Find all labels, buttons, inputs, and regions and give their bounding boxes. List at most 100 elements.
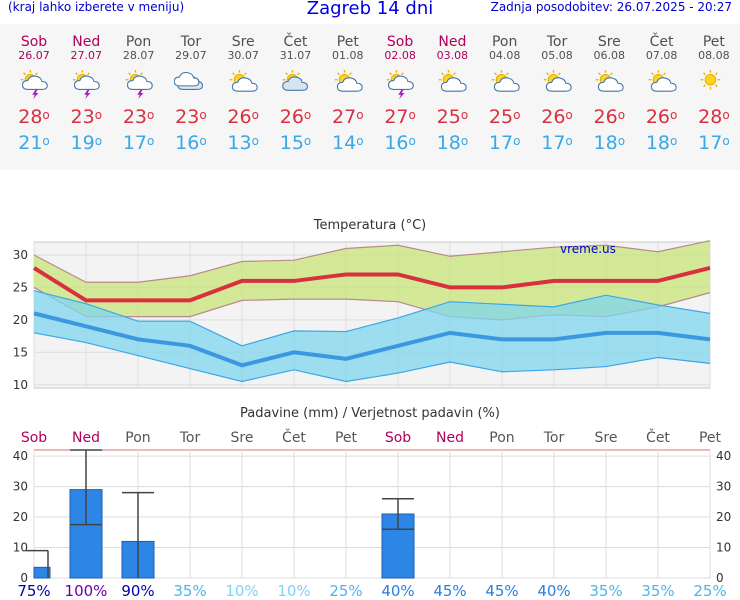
max-temperature-range (34, 240, 710, 320)
y-tick-label-left: 10 (13, 541, 28, 555)
day-date: 30.07 (227, 49, 259, 62)
day-date: 08.08 (698, 49, 730, 62)
precipitation-probability: 45% (485, 582, 518, 600)
min-temperature-range-upper-edge (33, 290, 711, 347)
x-tick-label: Pet (335, 430, 358, 446)
x-tick-label: Sre (595, 430, 618, 446)
day-name: Sre (597, 34, 621, 50)
max-temperature: 23o (175, 106, 207, 128)
x-tick-label: Pon (489, 430, 514, 446)
day-date: 28.07 (122, 49, 155, 62)
precipitation-probability: 45% (433, 582, 466, 600)
max-temperature-line (32, 266, 711, 303)
day-name: Čet (283, 34, 308, 50)
day-date: 02.08 (384, 49, 416, 62)
y-tick-label-left: 40 (13, 449, 28, 463)
max-temperature: 26o (593, 106, 626, 128)
max-temperature: 27o (332, 106, 364, 128)
y-tick-label: 10 (13, 378, 28, 392)
precipitation-chart: Sob Ned Pon Tor Sre Čet Pet Sob Ned Pon Tor Sre Čet P… (13, 428, 732, 600)
max-temperature: 26o (645, 106, 678, 128)
x-tick-label: Čet (282, 428, 306, 446)
day-date: 26.07 (18, 49, 50, 62)
x-tick-label: Pet (699, 430, 722, 446)
day-name: Tor (180, 34, 202, 50)
min-temperature-line (33, 311, 711, 368)
precipitation-probability: 100% (65, 582, 108, 600)
precipitation-probability: 35% (589, 582, 622, 600)
x-tick-label: Ned (72, 430, 100, 446)
day-column: Tor 29.07 23o 16o (165, 24, 217, 154)
max-temperature-range-upper-edge (33, 240, 711, 283)
y-tick-label-right: 30 (716, 480, 731, 494)
y-tick-label: 15 (13, 345, 28, 359)
sun-cloud-icon (229, 70, 258, 92)
location-menu-hint[interactable]: (kraj lahko izberete v meniju) (8, 0, 185, 14)
x-tick-label: Pon (125, 430, 150, 446)
x-tick-label: Čet (646, 428, 670, 446)
sun-cloud-storm-icon (73, 70, 101, 100)
y-tick-label: 20 (13, 313, 28, 327)
cloudy-icon (173, 71, 203, 90)
day-column: Čet 07.08 26o 18o (636, 24, 688, 154)
precipitation-probability: 35% (173, 582, 206, 600)
day-name: Sob (20, 34, 48, 50)
precipitation-probability: 40% (537, 582, 570, 600)
day-column: Pet 08.08 28o 17o (688, 24, 740, 154)
precipitation-probability: 90% (121, 582, 154, 600)
sun-cloud-icon (543, 70, 572, 92)
min-temperature: 15o (279, 132, 312, 154)
day-date: 27.07 (70, 49, 103, 62)
last-update: Zadnja posodobitev: 26.07.2025 - 20:27 (490, 0, 732, 14)
max-temperature: 25o (488, 106, 521, 128)
day-date: 06.08 (593, 49, 626, 62)
x-tick-label: Sob (385, 430, 411, 446)
y-tick-label-right: 10 (716, 541, 731, 555)
precipitation-probability: 75% (17, 582, 50, 600)
min-temperature: 18o (436, 132, 469, 154)
day-name: Ned (72, 34, 101, 50)
day-column: Čet 31.07 26o 15o (270, 24, 322, 154)
sun-cloud-icon (648, 70, 677, 92)
day-column: Ned 03.08 25o 18o (426, 24, 478, 154)
x-tick-label: Ned (436, 430, 464, 446)
precipitation-probability: 35% (641, 582, 674, 600)
top-bar: (kraj lahko izberete v meniju) Zagreb 14… (0, 0, 740, 22)
day-date: 29.07 (175, 49, 207, 62)
min-temperature: 16o (175, 132, 207, 154)
day-column: Sre 06.08 26o 18o (583, 24, 635, 154)
precipitation-chart-title: Padavine (mm) / Verjetnost padavin (%) (240, 406, 500, 421)
day-name: Pon (125, 34, 152, 50)
day-name: Tor (546, 34, 568, 50)
min-temperature: 17o (488, 132, 521, 154)
daily-forecast-strip: Sob 26.07 28o 21o Ned 27.07 23o 19o Pon 28.07 23o 1… (0, 24, 740, 170)
max-temperature: 25o (436, 106, 469, 128)
day-name: Pon (491, 34, 518, 50)
sun-cloud-storm-icon (386, 70, 414, 100)
y-tick-label-right: 40 (716, 449, 731, 463)
min-temperature: 18o (645, 132, 678, 154)
max-temperature: 26o (541, 106, 573, 128)
day-column: Sob 02.08 27o 16o (374, 24, 426, 154)
max-temperature: 23o (122, 106, 155, 128)
sun-cloud-icon (334, 70, 363, 92)
precipitation-probability: 10% (225, 582, 258, 600)
precipitation-bar (33, 566, 51, 579)
min-temperature-range (34, 290, 710, 382)
min-temperature: 21o (18, 132, 50, 154)
temperature-chart: 10 15 20 25 30 vreme.us (13, 240, 711, 392)
day-date: 04.08 (488, 49, 521, 62)
day-name: Pet (702, 34, 725, 50)
day-date: 07.08 (645, 49, 678, 62)
x-tick-label: Tor (543, 430, 565, 446)
sun-cloud-icon (491, 70, 520, 92)
min-temperature: 18o (593, 132, 626, 154)
day-date: 31.07 (279, 49, 312, 62)
page-title: Zagreb 14 dni (306, 0, 434, 19)
precipitation-probability: 25% (329, 582, 362, 600)
sun-cloud-icon (439, 70, 468, 92)
y-tick-label: 30 (13, 248, 28, 262)
min-temperature: 16o (384, 132, 416, 154)
precipitation-probability: 40% (381, 582, 414, 600)
day-name: Pet (336, 34, 359, 50)
